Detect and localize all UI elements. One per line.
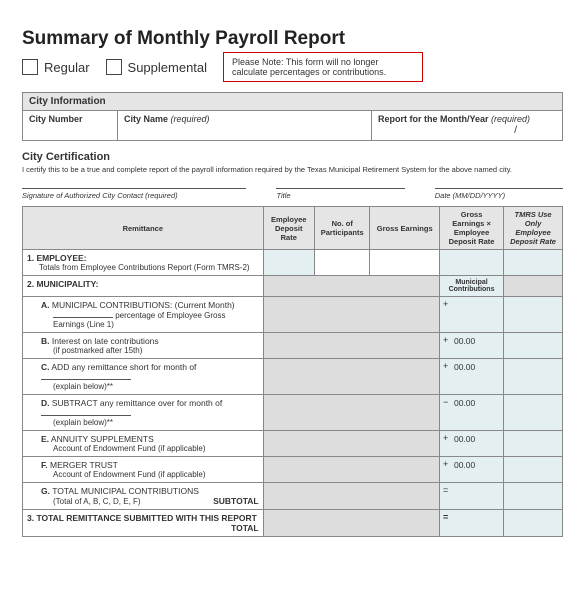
rowG-s: (Total of A, B, C, D, E, F) [41, 497, 141, 506]
rowA-s: percentage of Employee Gross Earnings (L… [41, 310, 259, 329]
row-b: B. Interest on late contributions(if pos… [23, 333, 563, 359]
row-g: G. TOTAL MUNICIPAL CONTRIBUTIONS(Total o… [23, 483, 563, 510]
sig-contact-label: Signature of Authorized City Contact (re… [22, 188, 246, 200]
rowF-s: Account of Endowment Fund (if applicable… [41, 470, 259, 479]
rowD-t: SUBTRACT any remittance over for month o… [50, 398, 223, 408]
th-edr: Employee Deposit Rate [263, 207, 314, 250]
rowE-s: Account of Endowment Fund (if applicable… [41, 444, 259, 453]
th-nop: No. of Participants [314, 207, 370, 250]
rowB-t: Interest on late contributions [50, 336, 159, 346]
row1-sub: Totals from Employee Contributions Repor… [27, 263, 259, 272]
city-number-label: City Number [29, 114, 83, 124]
row-e: E. ANNUITY SUPPLEMENTSAccount of Endowme… [23, 431, 563, 457]
total-label: TOTAL [231, 523, 259, 533]
city-info-row: City Number City Name (required) Report … [22, 111, 563, 141]
rowB-s: (if postmarked after 15th) [41, 346, 259, 355]
report-month-req: (required) [489, 114, 531, 124]
sig-title-label: Title [276, 188, 404, 200]
remittance-table: Remittance Employee Deposit Rate No. of … [22, 206, 563, 537]
page-title: Summary of Monthly Payroll Report [22, 28, 563, 50]
date-slash: / [514, 125, 517, 136]
sig-date-label: Date (MM/DD/YYYY) [435, 188, 563, 200]
cell-a-val[interactable]: + [439, 297, 503, 333]
rowE-b: E. [41, 434, 49, 444]
rowA-b: A. [41, 300, 50, 310]
cell-e-val[interactable]: +00.00 [439, 431, 503, 457]
rowC-b: C. [41, 362, 50, 372]
rowC-s: (explain below)** [41, 382, 259, 391]
cert-text: I certify this to be a true and complete… [22, 165, 563, 174]
cell-f-val[interactable]: +00.00 [439, 457, 503, 483]
supplemental-label: Supplemental [128, 60, 208, 75]
cell-b-val[interactable]: +00.00 [439, 333, 503, 359]
cell-gross-1[interactable] [370, 250, 440, 276]
regular-checkbox[interactable] [22, 59, 38, 75]
rowF-t: MERGER TRUST [48, 460, 118, 470]
rowG-b: G. [41, 486, 50, 496]
rowD-s: (explain below)** [41, 418, 259, 427]
cell-tmrs-1 [504, 250, 563, 276]
rowC-t: ADD any remittance short for month of [50, 362, 197, 372]
rowE-t: ANNUITY SUPPLEMENTS [49, 434, 154, 444]
rowG-t: TOTAL MUNICIPAL CONTRIBUTIONS [50, 486, 199, 496]
city-name-label: City Name [124, 114, 168, 124]
rowA-t: MUNICIPAL CONTRIBUTIONS: (Current Month) [50, 300, 235, 310]
row-municipality-header: 2. MUNICIPALITY: Municipal Contributions [23, 276, 563, 297]
row3-label: 3. TOTAL REMITTANCE SUBMITTED WITH THIS … [27, 513, 257, 523]
row1-label: 1. EMPLOYEE: [27, 253, 87, 263]
muni-contrib-header: Municipal Contributions [439, 276, 503, 297]
cell-d-val[interactable]: −00.00 [439, 395, 503, 431]
row-d: D. SUBTRACT any remittance over for mont… [23, 395, 563, 431]
city-name-req: (required) [168, 114, 210, 124]
cell-total[interactable]: = [439, 510, 503, 537]
cert-title: City Certification [22, 151, 563, 163]
row-c: C. ADD any remittance short for month of… [23, 359, 563, 395]
row-total: 3. TOTAL REMITTANCE SUBMITTED WITH THIS … [23, 510, 563, 537]
cell-nop-1[interactable] [314, 250, 370, 276]
th-ge-edr: Gross Earnings × Employee Deposit Rate [439, 207, 503, 250]
row-f: F. MERGER TRUSTAccount of Endowment Fund… [23, 457, 563, 483]
note-box: Please Note: This form will no longer ca… [223, 52, 423, 82]
rowD-b: D. [41, 398, 50, 408]
rowF-b: F. [41, 460, 48, 470]
cell-subtotal[interactable]: = [439, 483, 503, 510]
cell-edr-1[interactable] [263, 250, 314, 276]
th-gross: Gross Earnings [370, 207, 440, 250]
supplemental-checkbox[interactable] [106, 59, 122, 75]
th-remittance: Remittance [23, 207, 264, 250]
th-tmrs: TMRS Use Only Employee Deposit Rate [504, 207, 563, 250]
subtotal-label: SUBTOTAL [213, 496, 259, 506]
regular-label: Regular [44, 60, 90, 75]
report-month-label: Report for the Month/Year [378, 114, 489, 124]
city-info-header: City Information [22, 92, 563, 111]
cell-ge-1[interactable] [439, 250, 503, 276]
row2-label: 2. MUNICIPALITY: [23, 276, 264, 297]
row-employee: 1. EMPLOYEE:Totals from Employee Contrib… [23, 250, 563, 276]
cell-c-val[interactable]: +00.00 [439, 359, 503, 395]
rowB-b: B. [41, 336, 50, 346]
row-a: A. MUNICIPAL CONTRIBUTIONS: (Current Mon… [23, 297, 563, 333]
